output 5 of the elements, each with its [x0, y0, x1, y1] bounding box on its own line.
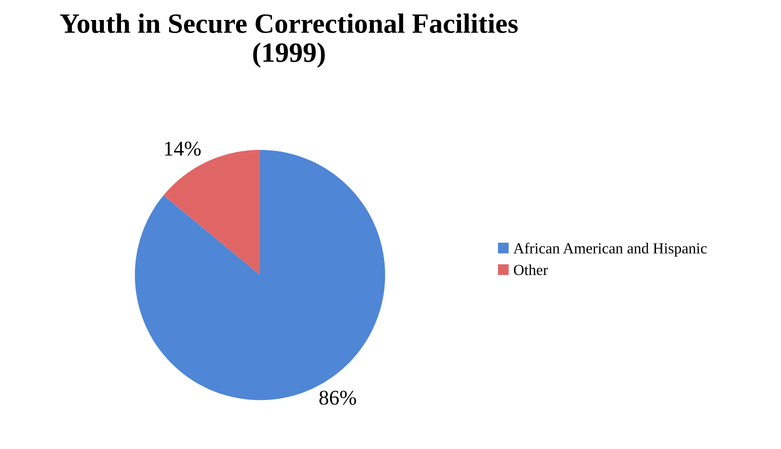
data-label: 86% [319, 390, 356, 405]
legend-label: Other [514, 264, 548, 276]
legend-label: African American and Hispanic [513, 242, 707, 257]
chart-title: Youth in Secure Correctional Facilities (1999) [60, 13, 518, 68]
data-label: 14% [165, 142, 201, 156]
